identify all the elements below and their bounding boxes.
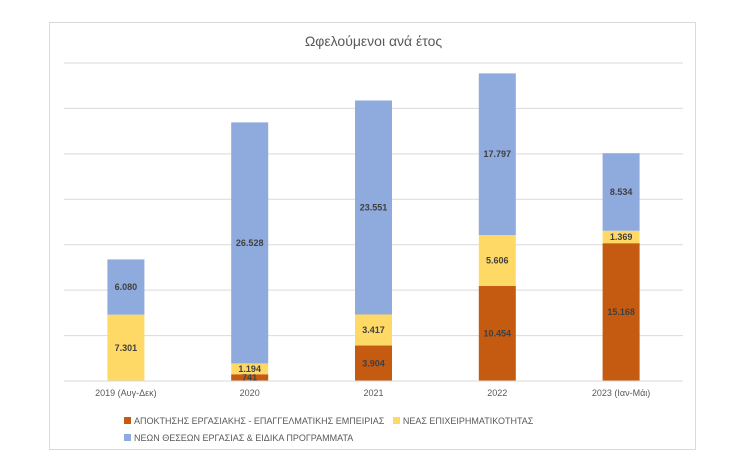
data-label: 23.551 [360, 202, 388, 212]
data-label: 3.417 [362, 325, 385, 335]
legend-item: ΝΕΩΝ ΘΕΣΕΩΝ ΕΡΓΑΣΙΑΣ & ΕΙΔΙΚΑ ΠΡΟΓΡΑΜΜΑΤ… [124, 433, 353, 443]
x-tick-label: 2020 [240, 388, 260, 398]
bar-segment [355, 345, 392, 381]
bar-segment [478, 286, 516, 381]
legend-label: ΝΕΩΝ ΘΕΣΕΩΝ ΕΡΓΑΣΙΑΣ & ΕΙΔΙΚΑ ΠΡΟΓΡΑΜΜΑΤ… [134, 433, 354, 443]
x-tick-label: 2021 [363, 388, 383, 398]
chart-title: Ωφελούμενοι ανά έτος [304, 33, 443, 49]
bar-segment [602, 230, 640, 244]
bar-segment [478, 73, 516, 236]
bar-segment [602, 243, 640, 381]
data-label: 10.454 [484, 329, 512, 339]
data-label: 5.606 [486, 256, 509, 266]
data-label: 741 [242, 373, 257, 383]
legend-swatch [124, 434, 131, 441]
legend-row-2: ΝΕΩΝ ΘΕΣΕΩΝ ΕΡΓΑΣΙΑΣ & ΕΙΔΙΚΑ ΠΡΟΓΡΑΜΜΑΤ… [124, 433, 359, 443]
bar-segment [231, 363, 269, 375]
data-label: 3.904 [362, 358, 385, 368]
data-label: 6.080 [115, 282, 138, 292]
bar-segment [478, 235, 516, 287]
legend-swatch [392, 417, 400, 424]
legend-row-1: ΑΠΟΚΤΗΣΗΣ ΕΡΓΑΣΙΑΚΗΣ - ΕΠΑΓΓΕΛΜΑΤΙΚΗΣ ΕΜ… [124, 416, 539, 426]
bar-segment [107, 259, 145, 315]
chart-frame: Ωφελούμενοι ανά έτος 7.301 6.080 2019 (Αυγ… [49, 22, 696, 450]
data-label: 26.528 [236, 238, 264, 248]
x-tick-label: 2022 [487, 388, 507, 398]
data-label: 17.797 [484, 149, 512, 159]
bar-segment [355, 100, 392, 315]
x-tick-label: 2023 (Ιαν-Μάι) [592, 388, 650, 398]
legend-item: ΑΠΟΚΤΗΣΗΣ ΕΡΓΑΣΙΑΚΗΣ - ΕΠΑΓΓΕΛΜΑΤΙΚΗΣ ΕΜ… [124, 416, 384, 426]
data-label: 1.194 [238, 364, 261, 374]
legend-label: ΝΕΑΣ ΕΠΙΧΕΙΡΗΜΑΤΙΚΟΤΗΤΑΣ [402, 416, 534, 426]
bar-segment [602, 153, 640, 231]
data-label: 1.369 [610, 232, 633, 242]
data-label: 7.301 [115, 343, 138, 353]
bar-segment [107, 314, 145, 381]
bar-segment [231, 122, 269, 364]
data-label: 8.534 [610, 187, 633, 197]
data-label: 15.168 [607, 307, 635, 317]
bar-segment [355, 314, 392, 346]
legend-swatch [124, 417, 131, 424]
legend-item: ΝΕΑΣ ΕΠΙΧΕΙΡΗΜΑΤΙΚΟΤΗΤΑΣ [392, 416, 534, 426]
legend-label: ΑΠΟΚΤΗΣΗΣ ΕΡΓΑΣΙΑΚΗΣ - ΕΠΑΓΓΕΛΜΑΤΙΚΗΣ ΕΜ… [134, 416, 385, 426]
x-tick-label: 2019 (Αυγ-Δεκ) [95, 388, 156, 398]
bar-segment [231, 374, 269, 381]
